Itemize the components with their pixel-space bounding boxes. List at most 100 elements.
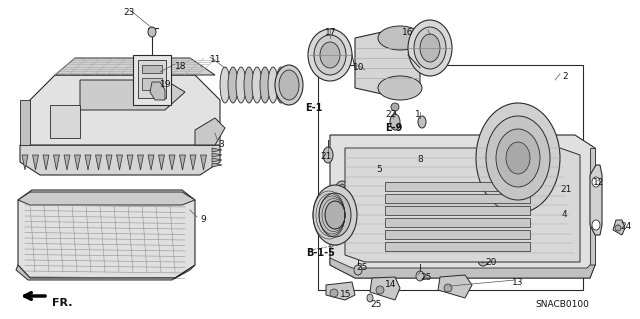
Ellipse shape — [319, 193, 351, 237]
Polygon shape — [330, 258, 595, 278]
Polygon shape — [179, 155, 186, 170]
Ellipse shape — [260, 67, 270, 103]
Ellipse shape — [481, 257, 485, 263]
Ellipse shape — [365, 157, 379, 173]
Polygon shape — [590, 148, 595, 265]
Ellipse shape — [422, 151, 434, 165]
Text: 25: 25 — [420, 273, 431, 282]
Ellipse shape — [615, 225, 621, 231]
Ellipse shape — [268, 67, 278, 103]
Text: E-1: E-1 — [305, 103, 323, 113]
Ellipse shape — [408, 20, 452, 76]
Polygon shape — [22, 155, 28, 170]
Ellipse shape — [476, 103, 560, 213]
Text: 11: 11 — [210, 55, 221, 64]
Ellipse shape — [592, 220, 600, 230]
Polygon shape — [159, 155, 164, 170]
Polygon shape — [106, 155, 112, 170]
Text: B-1-5: B-1-5 — [306, 248, 335, 258]
Polygon shape — [385, 206, 530, 215]
Polygon shape — [345, 148, 580, 262]
Text: 22: 22 — [385, 110, 396, 119]
Polygon shape — [18, 192, 195, 205]
Text: 25: 25 — [356, 263, 367, 272]
Text: 13: 13 — [512, 278, 524, 287]
Text: 15: 15 — [340, 290, 351, 299]
Ellipse shape — [552, 206, 564, 220]
Ellipse shape — [592, 177, 600, 187]
Text: 18: 18 — [175, 62, 186, 71]
Polygon shape — [127, 155, 133, 170]
Ellipse shape — [550, 178, 560, 198]
Polygon shape — [18, 190, 195, 278]
Text: 21: 21 — [320, 152, 332, 161]
Ellipse shape — [444, 284, 452, 292]
Bar — [142, 65, 162, 73]
Polygon shape — [438, 275, 472, 298]
Polygon shape — [74, 155, 81, 170]
Ellipse shape — [220, 67, 230, 103]
Polygon shape — [85, 155, 91, 170]
Polygon shape — [385, 242, 530, 251]
Bar — [138, 60, 166, 98]
Ellipse shape — [496, 129, 540, 187]
Text: 8: 8 — [417, 155, 423, 164]
Polygon shape — [116, 155, 122, 170]
Polygon shape — [330, 135, 595, 278]
Ellipse shape — [368, 160, 376, 170]
Ellipse shape — [390, 114, 400, 130]
Ellipse shape — [314, 35, 346, 75]
Ellipse shape — [236, 67, 246, 103]
Polygon shape — [326, 282, 355, 300]
Text: 23: 23 — [123, 8, 134, 17]
Polygon shape — [33, 155, 38, 170]
Ellipse shape — [339, 184, 345, 192]
Polygon shape — [169, 155, 175, 170]
Polygon shape — [20, 145, 220, 175]
Polygon shape — [385, 182, 530, 191]
Text: 24: 24 — [620, 222, 631, 231]
Text: 4: 4 — [333, 188, 339, 197]
Ellipse shape — [486, 116, 550, 200]
Polygon shape — [200, 155, 207, 170]
Polygon shape — [55, 58, 215, 75]
Text: FR.: FR. — [52, 298, 72, 308]
Polygon shape — [30, 75, 220, 145]
Ellipse shape — [276, 67, 286, 103]
Text: 4: 4 — [562, 210, 568, 219]
Ellipse shape — [325, 201, 345, 229]
Ellipse shape — [418, 116, 426, 128]
Polygon shape — [20, 100, 30, 145]
Text: 14: 14 — [385, 280, 396, 289]
Polygon shape — [212, 153, 222, 157]
Polygon shape — [212, 148, 222, 152]
Ellipse shape — [414, 27, 446, 69]
Text: 6: 6 — [326, 233, 332, 242]
Ellipse shape — [336, 181, 348, 195]
Text: E-9: E-9 — [385, 123, 403, 133]
Text: 12: 12 — [593, 178, 604, 187]
Ellipse shape — [376, 286, 384, 294]
Text: 19: 19 — [160, 80, 172, 89]
Polygon shape — [212, 158, 222, 162]
Text: 1: 1 — [415, 110, 420, 119]
Ellipse shape — [420, 34, 440, 62]
Bar — [142, 78, 162, 90]
Ellipse shape — [323, 147, 333, 163]
Ellipse shape — [320, 42, 340, 68]
Text: 21: 21 — [560, 185, 572, 194]
Ellipse shape — [279, 70, 299, 100]
Ellipse shape — [252, 67, 262, 103]
Ellipse shape — [378, 76, 422, 100]
Polygon shape — [138, 155, 143, 170]
Polygon shape — [212, 163, 222, 167]
Polygon shape — [613, 220, 625, 235]
Ellipse shape — [330, 289, 338, 297]
Ellipse shape — [391, 103, 399, 111]
Bar — [318, 65, 583, 290]
Text: 7: 7 — [322, 210, 328, 219]
Ellipse shape — [313, 185, 357, 245]
Text: SNACB0100: SNACB0100 — [535, 300, 589, 309]
Text: 6: 6 — [524, 243, 530, 252]
Polygon shape — [195, 118, 225, 145]
